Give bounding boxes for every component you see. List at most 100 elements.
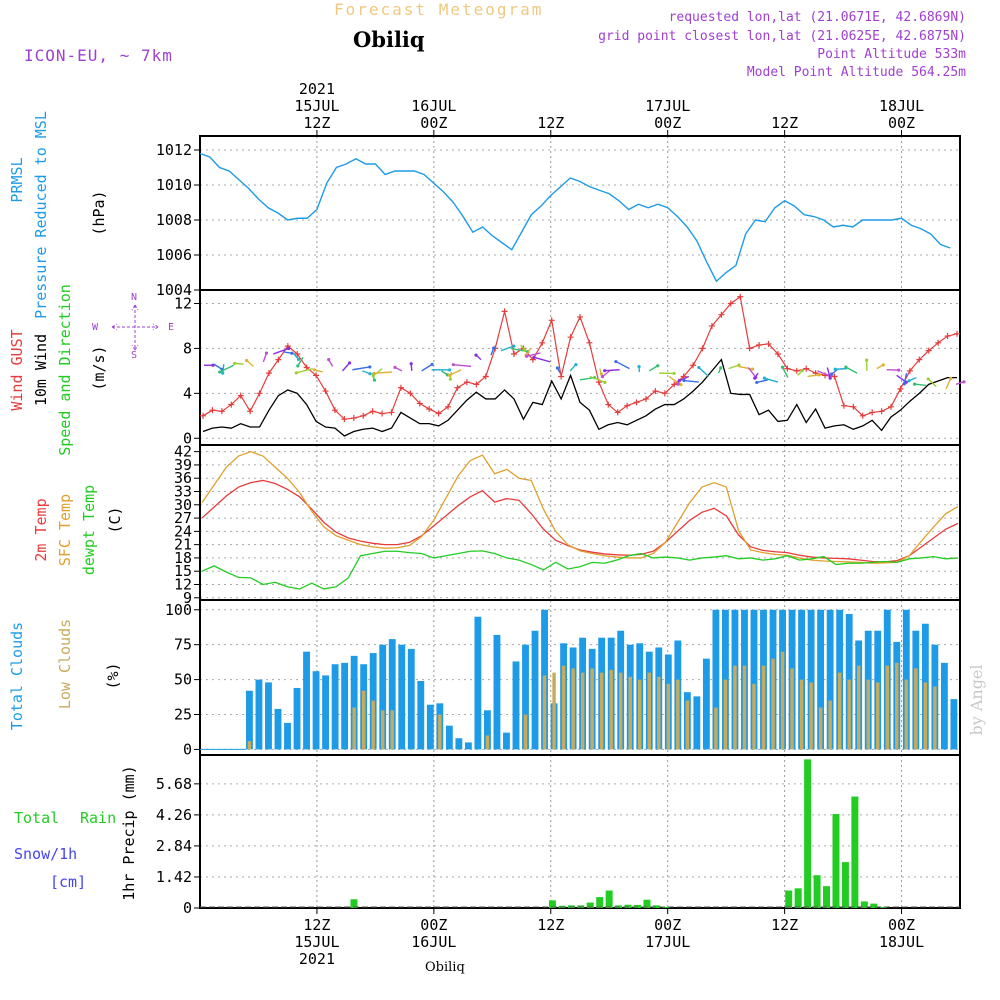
low-cloud-bar [904, 679, 909, 750]
wind-arrow [698, 366, 710, 377]
total-cloud-bar [531, 630, 539, 750]
y-tick-label: 39 [174, 456, 192, 474]
low-cloud-bar [923, 682, 928, 750]
gust-marker [313, 372, 320, 379]
wind-arrowhead [614, 359, 618, 364]
low-cloud-bar [599, 672, 604, 750]
compass-rose [111, 304, 159, 351]
gust-marker [426, 406, 433, 413]
wind-arrowhead [679, 383, 683, 387]
wind-arrow [449, 369, 462, 376]
total-cloud-bar [493, 634, 501, 750]
wind-arrow [604, 369, 620, 372]
total-cloud-bar [455, 738, 463, 750]
wind-arrowhead [676, 382, 680, 386]
y-tick-label: 42 [174, 443, 192, 461]
wind-arrowhead [865, 358, 869, 362]
label-percent: (%) [104, 662, 122, 689]
time-label-bottom: 12Z [771, 916, 798, 934]
gust-marker [661, 390, 668, 397]
gust-marker [642, 395, 649, 402]
gust-marker [954, 330, 960, 337]
precip-bar [804, 759, 812, 908]
total-cloud-bar [312, 671, 320, 750]
precip-bar [605, 890, 613, 908]
time-label-top: 00Z [420, 114, 447, 132]
gust-marker [765, 340, 772, 347]
wind-arrowhead [656, 364, 660, 368]
total-cloud-bar [426, 704, 434, 750]
y-tick-label: 8 [183, 339, 192, 357]
wind-arrow [683, 379, 699, 383]
low-cloud-bar [866, 679, 870, 750]
wind-arrowhead [371, 374, 375, 378]
gust-marker [454, 384, 461, 391]
precip-bar [596, 897, 604, 908]
wind-arrowhead [755, 380, 759, 385]
wind-arrowhead [907, 379, 911, 383]
low-cloud-bar [571, 668, 575, 750]
wind-arrowhead [368, 372, 372, 376]
wind-arrowhead [603, 369, 607, 373]
total-cloud-bar [341, 662, 349, 750]
gust-marker [897, 385, 904, 392]
wind-arrowhead [677, 379, 681, 383]
wind-arrowhead [327, 357, 331, 362]
gust-marker [944, 333, 951, 340]
wind-arrow [342, 362, 351, 372]
y-tick-label: 30 [174, 496, 192, 514]
wind-arrowhead [512, 344, 516, 348]
wind-arrowhead [296, 357, 301, 361]
model-altitude: Model Point Altitude 564.25m [746, 65, 966, 80]
gust-marker [388, 409, 395, 416]
label-low-clouds: Low Clouds [56, 619, 74, 709]
y-tick-label: 1006 [156, 246, 192, 264]
wind-arrow [615, 360, 630, 370]
low-cloud-bar [647, 672, 651, 750]
wind-arrow [533, 356, 551, 363]
time-label-top: 18JUL [879, 97, 924, 115]
gust-marker [463, 379, 470, 386]
wind-arrowhead [719, 366, 723, 370]
y-tick-label: 1004 [156, 281, 192, 299]
wind-arrowhead [448, 377, 452, 381]
wind-arrowhead [287, 346, 291, 351]
label-total-clouds: Total Clouds [8, 622, 26, 730]
wind-arrowhead [817, 373, 821, 377]
gust-marker [803, 365, 810, 372]
wind-arrowhead [762, 376, 767, 380]
low-cloud-bar [580, 672, 585, 750]
time-label-bottom: 12Z [537, 916, 564, 934]
requested-point: requested lon,lat (21.0671E, 42.6869N) [668, 10, 966, 25]
wind-arrowhead [697, 365, 701, 370]
wind-arrowhead [637, 364, 641, 369]
wind-arrow [219, 364, 234, 373]
total-cloud-bar [950, 699, 958, 750]
total-cloud-bar [817, 609, 825, 750]
low-cloud-bar [618, 672, 623, 750]
gust-marker [558, 373, 565, 380]
low-cloud-bar [552, 672, 556, 750]
total-cloud-bar [826, 609, 834, 750]
time-label-bottom: 00Z [420, 916, 447, 934]
wind-arrow [526, 352, 541, 357]
gust-marker [256, 390, 263, 397]
low-cloud-bar [380, 710, 385, 750]
wind-arrow [914, 383, 927, 387]
total-cloud-bar [407, 648, 415, 750]
y-tick-label: 24 [174, 522, 192, 540]
gust-marker [501, 308, 508, 315]
wind-arrowhead [372, 371, 376, 375]
low-cloud-bar [561, 665, 566, 750]
low-cloud-bar [780, 651, 785, 750]
low-cloud-bar [542, 675, 547, 750]
total-cloud-bar [522, 644, 529, 750]
gust-marker [473, 381, 480, 388]
wind-arrowhead [828, 376, 832, 380]
low-cloud-bar [771, 658, 775, 750]
total-cloud-bar [303, 651, 310, 750]
gust-marker [228, 401, 235, 408]
time-label-bottom: 00Z [888, 916, 915, 934]
wind-arrow [764, 377, 779, 383]
